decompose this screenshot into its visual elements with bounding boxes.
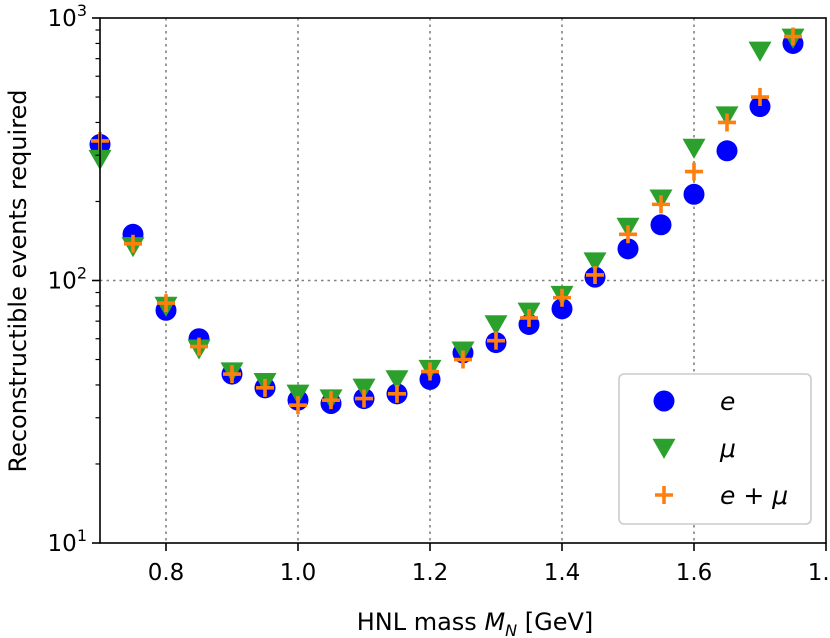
data-point bbox=[385, 370, 409, 391]
x-tick-label: 1.2 bbox=[412, 560, 449, 586]
data-point bbox=[784, 27, 802, 46]
legend-marker bbox=[653, 390, 675, 412]
x-tick-label: 1.6 bbox=[676, 560, 713, 586]
axis-ticks: 0.8 1.0 1.2 1.4 1.6 1.8 101 102 103 bbox=[48, 1, 830, 586]
data-point bbox=[421, 362, 439, 381]
data-point bbox=[484, 315, 508, 336]
data-point bbox=[652, 195, 670, 214]
data-point bbox=[619, 225, 637, 244]
x-axis-title-unit: [GeV] bbox=[525, 608, 594, 636]
series-2 bbox=[88, 28, 805, 410]
data-point bbox=[223, 365, 241, 384]
x-tick-label: 1.4 bbox=[544, 560, 581, 586]
data-point bbox=[322, 391, 340, 410]
data-point bbox=[551, 298, 573, 320]
data-point bbox=[520, 308, 538, 327]
legend-label: e + μ bbox=[720, 481, 788, 510]
x-tick-label: 0.8 bbox=[148, 560, 185, 586]
data-point bbox=[749, 96, 771, 118]
data-point bbox=[256, 378, 274, 397]
legend-label: e bbox=[720, 387, 735, 416]
x-axis-title-symbol: M bbox=[484, 608, 505, 636]
data-point bbox=[355, 389, 373, 408]
data-point bbox=[583, 252, 607, 273]
data-point bbox=[388, 384, 406, 403]
legend-label: μ bbox=[719, 434, 736, 463]
legend-marker bbox=[652, 438, 676, 459]
data-point bbox=[685, 162, 703, 181]
data-marks bbox=[88, 27, 805, 415]
series-1 bbox=[89, 32, 804, 414]
data-point bbox=[748, 41, 772, 62]
x-axis-title: HNL mass MN [GeV] bbox=[357, 608, 594, 638]
x-tick-label: 1.0 bbox=[280, 560, 317, 586]
data-point bbox=[553, 288, 571, 307]
legend-entries: eμ e + μ bbox=[652, 387, 788, 510]
data-point bbox=[487, 331, 505, 350]
y-tick-label: 102 bbox=[48, 264, 87, 295]
legend-marker bbox=[655, 486, 673, 504]
data-point bbox=[751, 88, 769, 107]
data-point bbox=[682, 138, 706, 159]
data-point bbox=[718, 113, 736, 132]
x-tick-label: 1.8 bbox=[808, 560, 830, 586]
x-axis-title-subscript: N bbox=[505, 621, 517, 638]
data-point bbox=[286, 384, 310, 405]
y-tick-label: 101 bbox=[48, 526, 87, 557]
data-point bbox=[650, 214, 672, 236]
data-point bbox=[352, 378, 376, 399]
data-point bbox=[157, 294, 175, 313]
x-axis-title-label: HNL mass bbox=[357, 608, 477, 636]
legend-box bbox=[618, 373, 812, 525]
series-3 bbox=[91, 27, 802, 415]
data-point bbox=[586, 265, 604, 284]
data-point bbox=[683, 183, 705, 205]
data-point bbox=[190, 337, 208, 356]
legend: eμ e + μ bbox=[618, 373, 812, 525]
y-axis-title: Reconstructible events required bbox=[4, 89, 32, 472]
data-point bbox=[289, 396, 307, 415]
data-point bbox=[124, 234, 142, 253]
data-point bbox=[716, 140, 738, 162]
data-point bbox=[454, 350, 472, 369]
y-tick-label: 103 bbox=[48, 1, 87, 32]
data-point bbox=[617, 238, 639, 260]
